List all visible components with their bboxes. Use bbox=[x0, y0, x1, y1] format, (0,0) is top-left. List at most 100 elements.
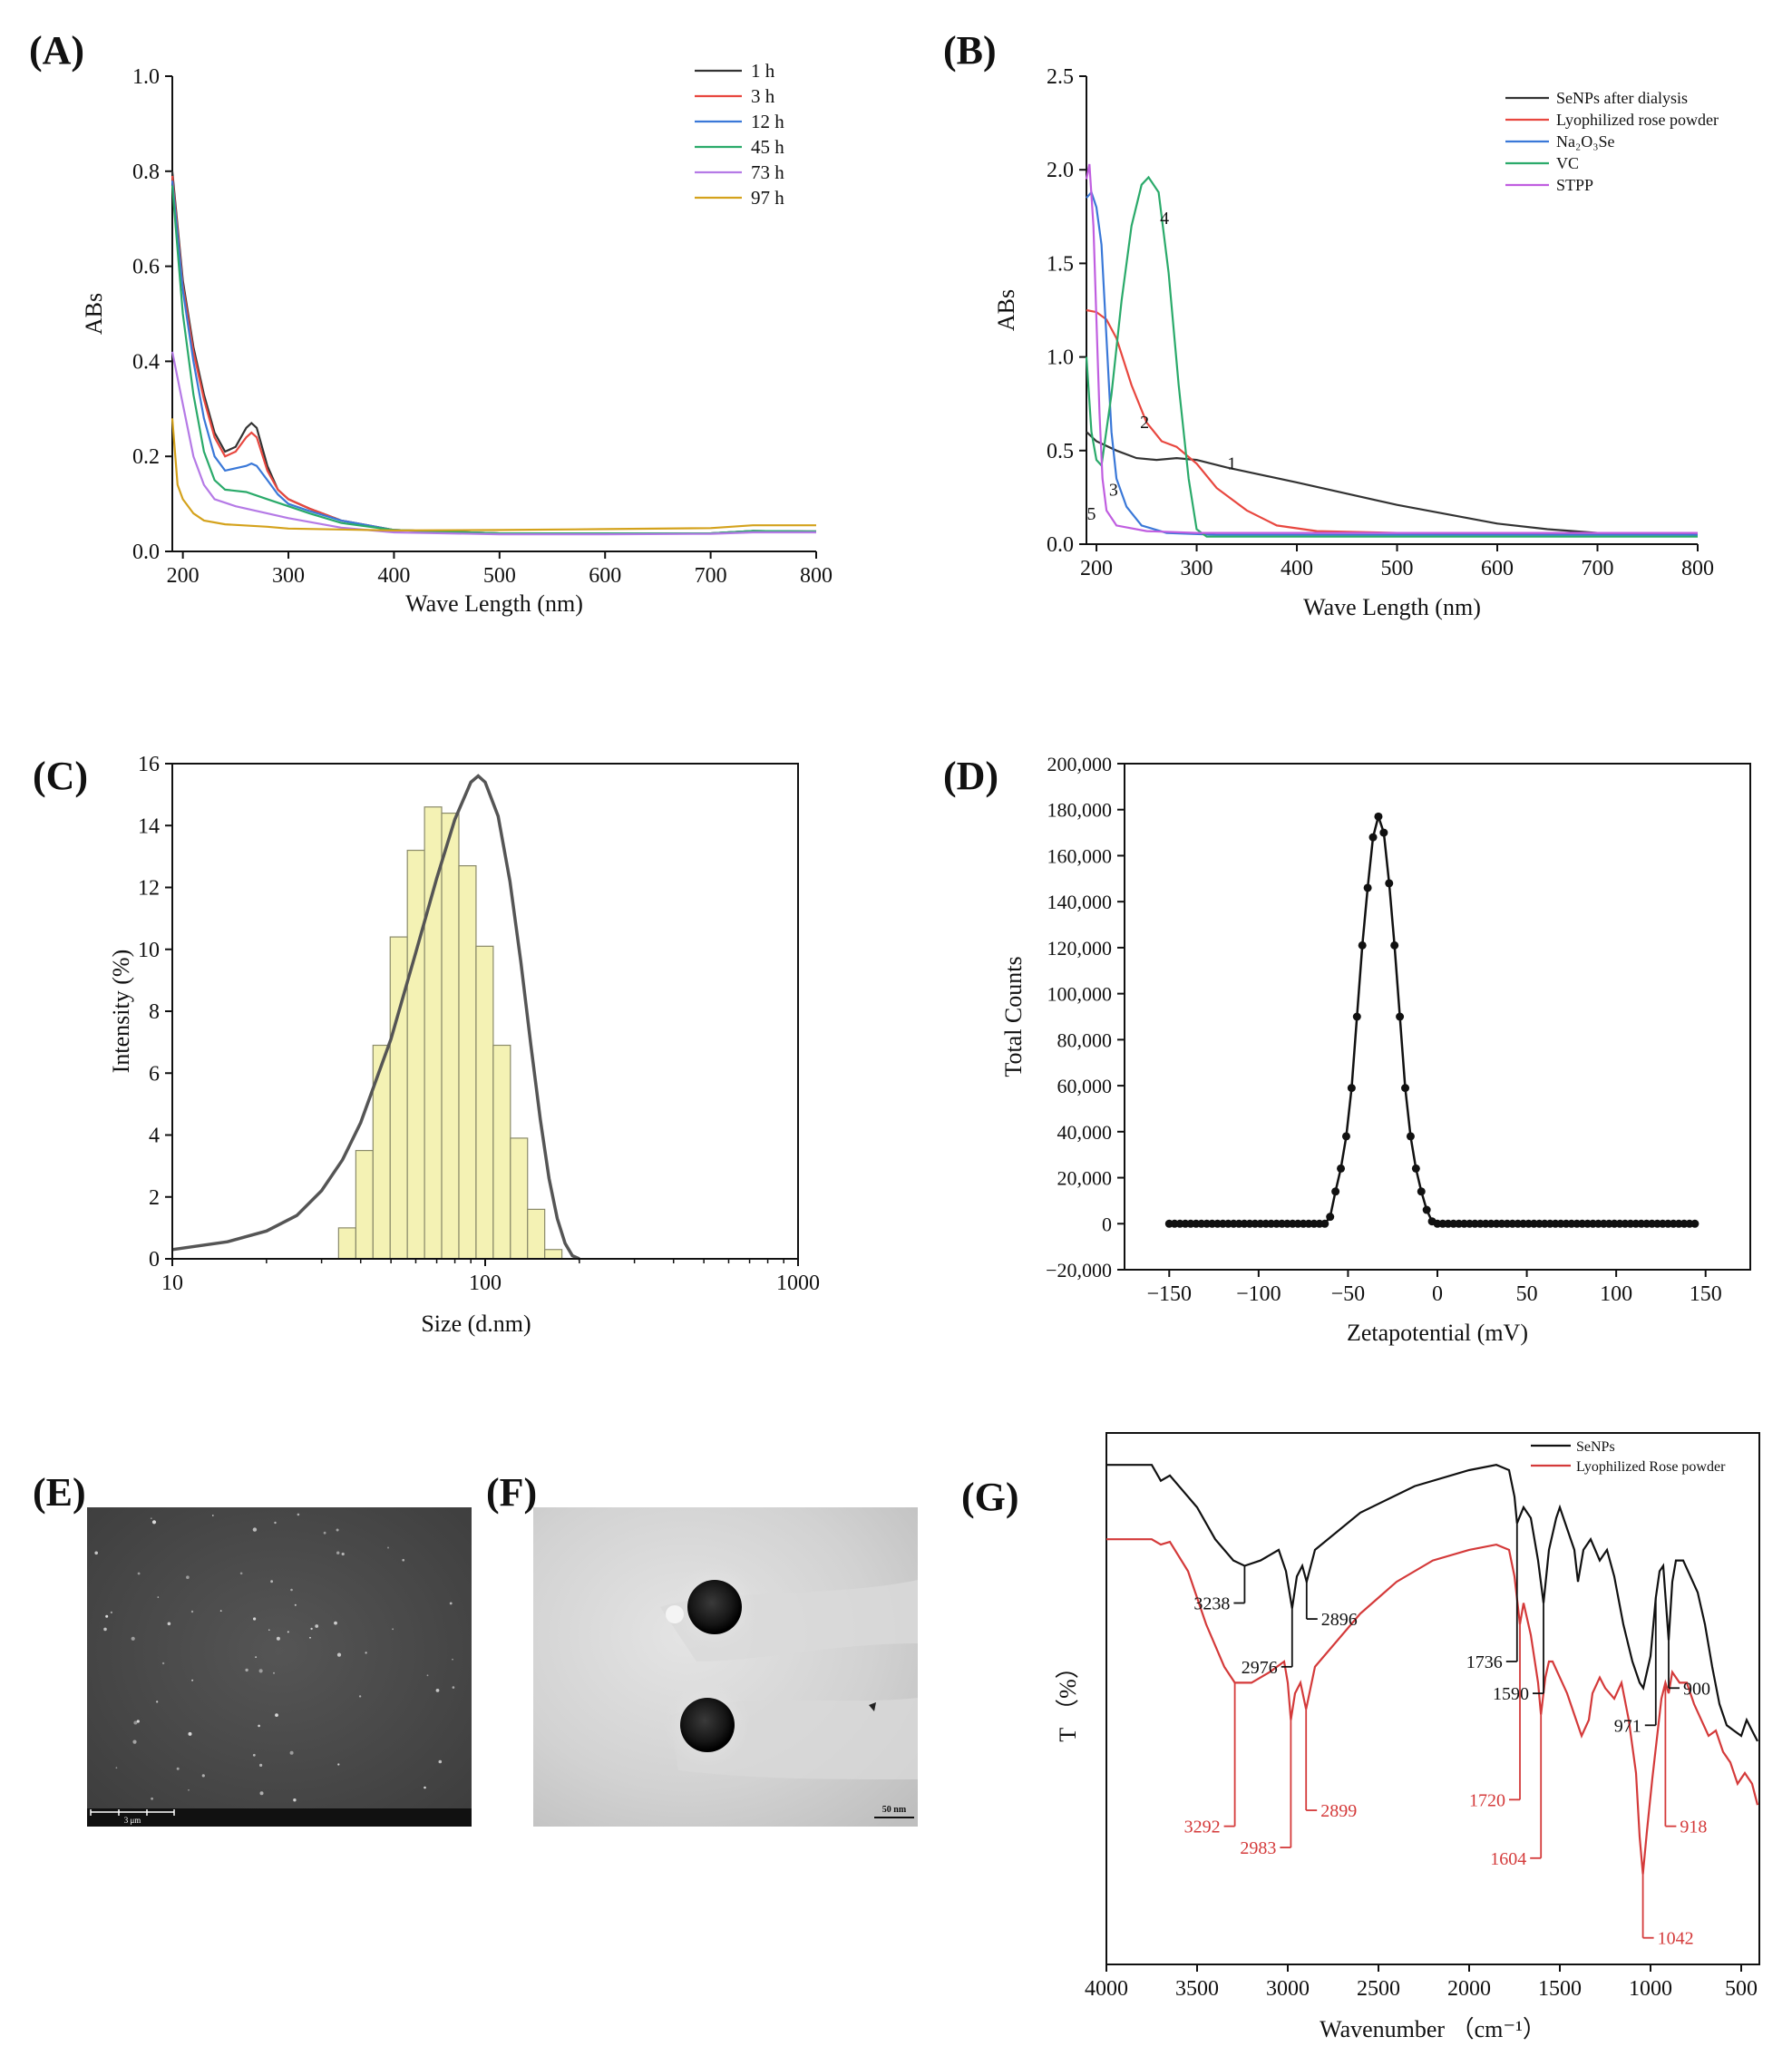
y-tick-label: 6 bbox=[149, 1062, 160, 1086]
plot-frame bbox=[1105, 1432, 1760, 1965]
series-line bbox=[1086, 190, 1698, 536]
nanoparticle-dot bbox=[270, 1580, 273, 1584]
x-tick-label: −150 bbox=[1147, 1282, 1193, 1306]
peak-label: 3238 bbox=[1193, 1594, 1230, 1614]
data-point bbox=[1358, 940, 1367, 950]
series-line bbox=[1085, 163, 1698, 534]
nanoparticle-dot bbox=[392, 1628, 394, 1631]
x-tick-label: 600 bbox=[1481, 557, 1514, 580]
data-point bbox=[1422, 1205, 1431, 1214]
x-tick-label: 200 bbox=[1080, 557, 1113, 580]
y-tick-label: 0 bbox=[1102, 1213, 1112, 1235]
nanoparticle-dot bbox=[276, 1636, 280, 1641]
y-tick-label: 180,000 bbox=[1047, 799, 1113, 822]
y-axis-label: ABs bbox=[993, 289, 1019, 331]
nanoparticle-dot bbox=[337, 1763, 340, 1766]
series-line bbox=[1086, 308, 1699, 535]
histogram-bar bbox=[441, 812, 460, 1260]
uv-vis-time-chart: 200 300 400 500 600 700 800 0.0 0.2 0.4 0.6 0.8 1.0 1… bbox=[82, 60, 833, 617]
histogram-bar bbox=[544, 1249, 563, 1260]
nanoparticle-dot bbox=[253, 1617, 257, 1621]
nanoparticle-dot bbox=[186, 1575, 190, 1579]
peak-label: 1604 bbox=[1490, 1849, 1526, 1869]
nanoparticle-dot bbox=[315, 1624, 319, 1628]
curve-number-label: 1 bbox=[1227, 453, 1236, 473]
y-axis-label: T （%） bbox=[1055, 1655, 1081, 1742]
series-line bbox=[170, 171, 817, 535]
nanoparticle-dot bbox=[252, 1753, 256, 1757]
data-point bbox=[1690, 1219, 1699, 1228]
x-tick-label: 400 bbox=[377, 564, 410, 588]
panel-label-f: (F) bbox=[486, 1470, 538, 1515]
histogram-bar bbox=[527, 1208, 546, 1260]
y-tick-label: 0.0 bbox=[1047, 533, 1074, 557]
nanoparticle-dot bbox=[103, 1627, 107, 1632]
legend-entry: Na₂O₃Se bbox=[1556, 132, 1615, 151]
legend-entry: Lyophilized Rose powder bbox=[1576, 1459, 1726, 1475]
nanoparticle-dot bbox=[287, 1631, 289, 1633]
x-tick-label: 200 bbox=[167, 564, 200, 588]
x-tick-label: −100 bbox=[1236, 1282, 1281, 1306]
x-tick-label: 50 bbox=[1516, 1282, 1538, 1306]
nanoparticle-dot bbox=[258, 1669, 263, 1673]
nanoparticle-dot bbox=[358, 1695, 362, 1698]
data-point bbox=[1374, 812, 1383, 821]
nanoparticle-dot bbox=[323, 1531, 326, 1535]
x-tick-label: 2000 bbox=[1447, 1977, 1491, 2001]
nanoparticle-dot bbox=[336, 1528, 339, 1532]
legend-entry: SeNPs after dialysis bbox=[1556, 89, 1688, 107]
nanoparticle-dot bbox=[105, 1614, 109, 1618]
nanoparticle-dot bbox=[259, 1791, 264, 1796]
y-tick-label: 160,000 bbox=[1047, 844, 1113, 867]
nanoparticle-dot bbox=[201, 1774, 205, 1778]
histogram-bar bbox=[337, 1227, 356, 1260]
y-axis-label: Intensity (%) bbox=[108, 950, 134, 1073]
nanoparticle-dot bbox=[94, 1551, 98, 1555]
y-tick-label: 2 bbox=[149, 1186, 160, 1210]
nanoparticle-dot bbox=[273, 1671, 275, 1674]
x-axis-label: Wavenumber （cm⁻¹） bbox=[1320, 2016, 1546, 2042]
x-axis-label: Wave Length (nm) bbox=[1303, 594, 1481, 620]
x-tick-label: 500 bbox=[483, 564, 516, 588]
panel-label-b: (B) bbox=[943, 28, 997, 73]
nanoparticle-dot bbox=[289, 1750, 294, 1755]
x-axis-label: Size (d.nm) bbox=[421, 1311, 531, 1337]
x-tick-label: 2500 bbox=[1357, 1977, 1400, 2001]
x-tick-label: 600 bbox=[589, 564, 621, 588]
data-point bbox=[1379, 828, 1388, 837]
curve-number-label: 2 bbox=[1140, 413, 1149, 433]
panel-label-d: (D) bbox=[943, 754, 999, 798]
nanoparticle-top bbox=[687, 1580, 742, 1634]
curve-number-label: 3 bbox=[1109, 480, 1118, 500]
nanoparticle-dot bbox=[245, 1668, 248, 1672]
data-point bbox=[1326, 1213, 1335, 1222]
nanoparticle-dot bbox=[452, 1686, 455, 1689]
y-tick-label: 140,000 bbox=[1047, 891, 1113, 913]
nanoparticle-dot bbox=[294, 1603, 297, 1606]
data-point bbox=[1411, 1164, 1420, 1173]
y-tick-label: 0.0 bbox=[132, 541, 160, 564]
nanoparticle-dot bbox=[190, 1610, 194, 1613]
x-tick-label: 1000 bbox=[776, 1272, 820, 1295]
nanoparticle-dot bbox=[167, 1622, 171, 1626]
nanoparticle-dot bbox=[336, 1551, 340, 1554]
data-point bbox=[1417, 1187, 1426, 1196]
peak-label: 1042 bbox=[1658, 1929, 1694, 1949]
histogram-bar bbox=[510, 1137, 529, 1260]
y-tick-label: 1.0 bbox=[1047, 346, 1074, 370]
x-tick-label: 3500 bbox=[1175, 1977, 1219, 2001]
x-tick-label: 700 bbox=[695, 564, 727, 588]
data-point bbox=[1352, 1012, 1361, 1021]
x-tick-label: 400 bbox=[1281, 557, 1313, 580]
curve-number-label: 4 bbox=[1160, 209, 1169, 229]
series-line bbox=[1106, 1538, 1759, 1875]
nanoparticle-dot bbox=[161, 1662, 165, 1665]
histogram-bar bbox=[355, 1149, 374, 1260]
nanoparticle-dot bbox=[449, 1602, 453, 1605]
x-tick-label: 100 bbox=[1600, 1282, 1632, 1306]
nanoparticle-dots bbox=[94, 1513, 455, 1802]
nanoparticle-dot bbox=[132, 1740, 137, 1744]
y-tick-label: 1.0 bbox=[132, 65, 160, 89]
fit-curve bbox=[171, 774, 580, 1261]
y-tick-label: 2.0 bbox=[1047, 159, 1074, 182]
